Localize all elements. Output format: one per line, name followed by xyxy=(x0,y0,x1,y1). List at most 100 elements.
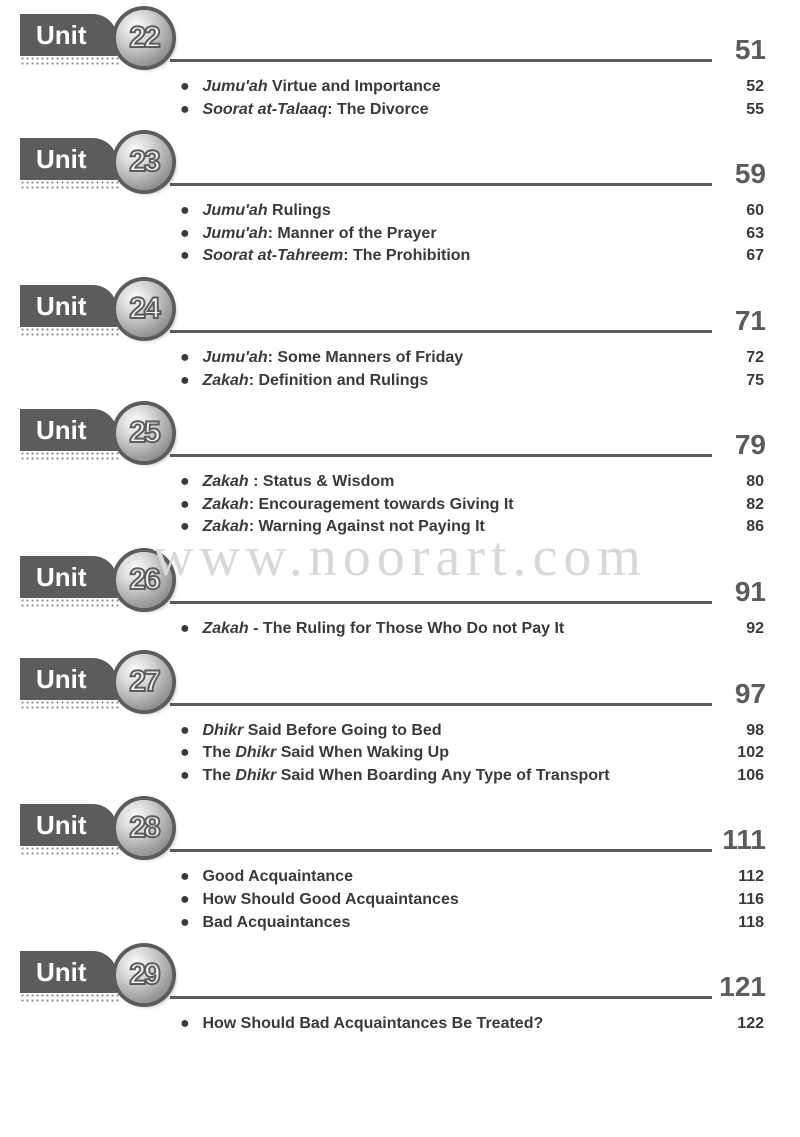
topic-row: ● Bad Acquaintances118 xyxy=(180,912,764,934)
unit-header: Unit2797 xyxy=(20,658,780,712)
topic-label: ● Zakah : Status & Wisdom xyxy=(180,471,704,493)
topic-page-number: 82 xyxy=(704,494,764,516)
unit-block: Unit 26 91 ● Zakah - The Ruling for Those W… xyxy=(20,556,780,640)
topic-label: ● How Should Good Acquaintances xyxy=(180,889,704,911)
bullet-icon: ● xyxy=(180,76,198,98)
unit-tab-label: Unit xyxy=(20,409,117,451)
topic-page-number: 92 xyxy=(704,618,764,640)
bullet-icon: ● xyxy=(180,471,198,493)
topic-page-number: 116 xyxy=(704,889,764,911)
topic-row: ● The Dhikr Said When Waking Up102 xyxy=(180,742,764,764)
unit-rule xyxy=(170,183,712,186)
topic-label: ● Jumu'ah: Manner of the Prayer xyxy=(180,223,704,245)
topic-page-number: 80 xyxy=(704,471,764,493)
topic-label: ● The Dhikr Said When Waking Up xyxy=(180,742,704,764)
bullet-icon: ● xyxy=(180,1013,198,1035)
unit-header: Unit29121 xyxy=(20,951,780,1005)
topic-row: ● Soorat at-Talaaq: The Divorce55 xyxy=(180,99,764,121)
unit-number: 22 xyxy=(129,21,158,55)
topic-row: ● Zakah : Status & Wisdom80 xyxy=(180,471,764,493)
unit-page-number: 91 xyxy=(735,576,766,608)
unit-number: 24 xyxy=(129,292,158,326)
topic-label: ● How Should Bad Acquaintances Be Treate… xyxy=(180,1013,704,1035)
toc-content: Unit2251● Jumu'ah Virtue and Importance5… xyxy=(0,0,800,1035)
topics-list: ● Zakah : Status & Wisdom80● Zakah: Enco… xyxy=(20,471,780,538)
unit-header: Unit2579 xyxy=(20,409,780,463)
topic-page-number: 86 xyxy=(704,516,764,538)
unit-tab-dots xyxy=(20,451,120,461)
topics-list: ● How Should Bad Acquaintances Be Treate… xyxy=(20,1013,780,1035)
bullet-icon: ● xyxy=(180,99,198,121)
unit-tab-label: Unit xyxy=(20,804,117,846)
unit-rule xyxy=(170,601,712,604)
bullet-icon: ● xyxy=(180,912,198,934)
unit-number-circle: 25 xyxy=(116,405,172,461)
unit-tab-label: Unit xyxy=(20,556,117,598)
unit-block: Unit2471● Jumu'ah: Some Manners of Frida… xyxy=(20,285,780,391)
unit-tab-label: Unit xyxy=(20,285,117,327)
bullet-icon: ● xyxy=(180,223,198,245)
topic-page-number: 63 xyxy=(704,223,764,245)
topic-label: ● Jumu'ah Virtue and Importance xyxy=(180,76,704,98)
unit-number-circle: 27 xyxy=(116,654,172,710)
topics-list: ● Dhikr Said Before Going to Bed98● The … xyxy=(20,720,780,787)
topic-row: ● The Dhikr Said When Boarding Any Type … xyxy=(180,765,764,787)
topic-page-number: 67 xyxy=(704,245,764,267)
topic-label: ● Good Acquaintance xyxy=(180,866,704,888)
topics-list: ● Jumu'ah Rulings60● Jumu'ah: Manner of … xyxy=(20,200,780,267)
topic-page-number: 60 xyxy=(704,200,764,222)
topic-page-number: 52 xyxy=(704,76,764,98)
bullet-icon: ● xyxy=(180,765,198,787)
topic-label: ● The Dhikr Said When Boarding Any Type … xyxy=(180,765,704,787)
topic-page-number: 118 xyxy=(704,912,764,934)
topic-page-number: 106 xyxy=(704,765,764,787)
topic-label: ● Zakah: Warning Against not Paying It xyxy=(180,516,704,538)
bullet-icon: ● xyxy=(180,347,198,369)
topic-row: ● Zakah - The Ruling for Those Who Do no… xyxy=(180,618,764,640)
topic-row: ● Jumu'ah: Manner of the Prayer63 xyxy=(180,223,764,245)
unit-header: Unit2251 xyxy=(20,14,780,68)
unit-number-circle: 26 xyxy=(116,552,172,608)
unit-page-number: 97 xyxy=(735,678,766,710)
unit-tab-dots xyxy=(20,993,120,1003)
unit-number: 28 xyxy=(129,811,158,845)
topics-list: ● Jumu'ah: Some Manners of Friday72● Zak… xyxy=(20,347,780,391)
unit-header: Unit28111 xyxy=(20,804,780,858)
bullet-icon: ● xyxy=(180,618,198,640)
unit-rule xyxy=(170,330,712,333)
topic-row: ● Jumu'ah Virtue and Importance52 xyxy=(180,76,764,98)
bullet-icon: ● xyxy=(180,720,198,742)
unit-rule xyxy=(170,59,712,62)
unit-rule xyxy=(170,703,712,706)
unit-number-circle: 28 xyxy=(116,800,172,856)
unit-number-circle: 24 xyxy=(116,281,172,337)
unit-tab-dots xyxy=(20,180,120,190)
topic-page-number: 98 xyxy=(704,720,764,742)
topic-row: ● Zakah: Definition and Rulings75 xyxy=(180,370,764,392)
topic-label: ● Zakah: Encouragement towards Giving It xyxy=(180,494,704,516)
unit-header: Unit 26 91 xyxy=(20,556,780,610)
bullet-icon: ● xyxy=(180,866,198,888)
topics-list: ● Good Acquaintance112● How Should Good … xyxy=(20,866,780,933)
unit-header: Unit2359 xyxy=(20,138,780,192)
topic-label: ● Zakah: Definition and Rulings xyxy=(180,370,704,392)
topic-row: ● How Should Good Acquaintances116 xyxy=(180,889,764,911)
topic-row: ● Zakah: Warning Against not Paying It86 xyxy=(180,516,764,538)
unit-tab-dots xyxy=(20,846,120,856)
topics-list: ● Zakah - The Ruling for Those Who Do no… xyxy=(20,618,780,640)
topic-label: ● Jumu'ah: Some Manners of Friday xyxy=(180,347,704,369)
unit-number: 23 xyxy=(129,145,158,179)
unit-number: 27 xyxy=(129,665,158,699)
unit-rule xyxy=(170,996,712,999)
bullet-icon: ● xyxy=(180,889,198,911)
unit-tab-label: Unit xyxy=(20,138,117,180)
topic-label: ● Soorat at-Tahreem: The Prohibition xyxy=(180,245,704,267)
unit-tab-label: Unit xyxy=(20,14,117,56)
topic-row: ● Dhikr Said Before Going to Bed98 xyxy=(180,720,764,742)
topic-row: ● Good Acquaintance112 xyxy=(180,866,764,888)
topic-row: ● How Should Bad Acquaintances Be Treate… xyxy=(180,1013,764,1035)
unit-rule xyxy=(170,849,712,852)
topic-row: ● Zakah: Encouragement towards Giving It… xyxy=(180,494,764,516)
unit-number: 26 xyxy=(129,563,158,597)
topic-page-number: 55 xyxy=(704,99,764,121)
